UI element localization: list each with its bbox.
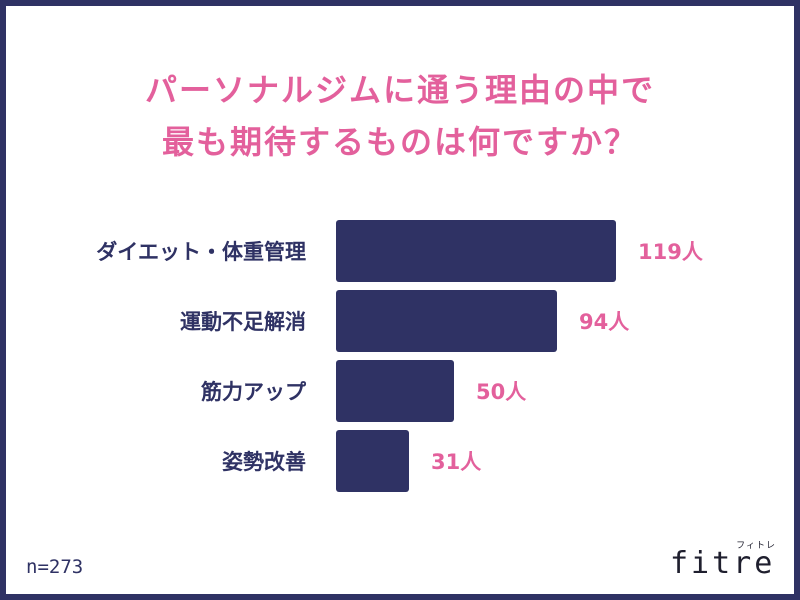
category-label: ダイエット・体重管理 <box>96 240 306 264</box>
chart-title-line-2: 最も期待するものは何ですか？ <box>161 123 638 161</box>
value-label: 31人 <box>431 450 481 474</box>
bar <box>336 220 616 282</box>
sample-size-label: n=273 <box>26 556 84 578</box>
logo-kana: フィトレ <box>736 541 776 551</box>
category-label: 筋力アップ <box>200 380 307 404</box>
chart-title-line-1: パーソナルジムに通う理由の中で <box>144 71 655 109</box>
value-label: 50人 <box>476 380 526 404</box>
chart-title: パーソナルジムに通う理由の中で 最も期待するものは何ですか？ <box>6 64 794 168</box>
bar <box>336 430 409 492</box>
fitre-logo: fitre フィトレ <box>670 540 782 588</box>
category-label: 姿勢改善 <box>222 450 306 474</box>
category-label: 運動不足解消 <box>180 310 306 334</box>
bar <box>336 290 557 352</box>
logo-wordmark: fitre <box>670 546 776 581</box>
value-label: 119人 <box>638 240 703 264</box>
bar <box>336 360 454 422</box>
chart-card: パーソナルジムに通う理由の中で 最も期待するものは何ですか？ ダイエット・体重管… <box>6 6 794 594</box>
value-label: 94人 <box>579 310 629 334</box>
